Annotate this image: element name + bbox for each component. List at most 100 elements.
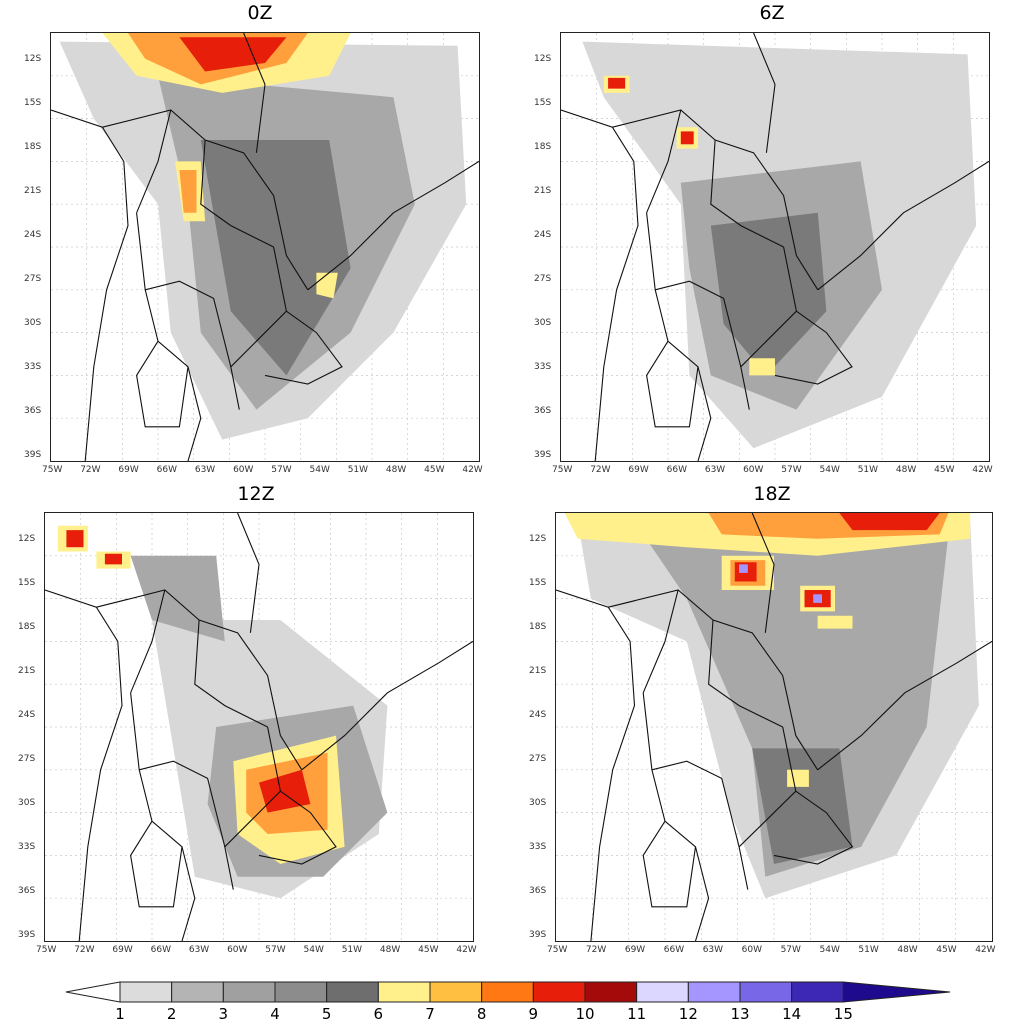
lon-tick-label: 45W	[936, 945, 957, 955]
lat-tick-label: 21S	[18, 666, 36, 676]
lat-tick-label: 24S	[534, 230, 552, 240]
lon-tick-label: 66W	[666, 465, 687, 475]
lon-tick-label: 75W	[552, 465, 573, 475]
country-border	[738, 726, 797, 890]
lon-tick-label: 72W	[585, 945, 607, 955]
country-border	[646, 109, 682, 214]
lat-tick-label: 24S	[529, 710, 547, 720]
panel-title-18z: 18Z	[753, 483, 791, 505]
lat-tick-label: 36S	[24, 406, 42, 416]
lon-tick-label: 54W	[819, 465, 840, 475]
colorbar-tick-label: 3	[218, 1005, 229, 1023]
precip-region-yellow	[787, 769, 809, 787]
lon-tick-label: 45W	[424, 465, 445, 475]
colorbar-min-arrow	[65, 981, 121, 1003]
map-panel-12z	[44, 512, 474, 942]
lon-tick-label: 63W	[702, 945, 724, 955]
lon-tick-label: 60W	[227, 945, 248, 955]
country-border	[751, 513, 775, 633]
lat-tick-label: 15S	[24, 98, 42, 108]
precip-region-purple	[813, 594, 822, 603]
country-border	[817, 160, 989, 291]
map-canvas	[45, 513, 473, 941]
colorbar-tick-label: 2	[166, 1005, 177, 1023]
lat-tick-label: 21S	[24, 186, 42, 196]
country-border	[136, 212, 202, 461]
lon-tick-label: 45W	[418, 945, 439, 955]
lon-tick-label: 54W	[309, 465, 330, 475]
colorbar-max-arrow	[842, 981, 951, 1003]
country-border	[740, 246, 797, 410]
lon-tick-label: 48W	[385, 465, 407, 475]
lon-tick-label: 63W	[704, 465, 726, 475]
country-border	[773, 790, 854, 865]
lon-tick-label: 42W	[456, 945, 477, 955]
lat-tick-label: 21S	[529, 666, 547, 676]
country-border	[642, 589, 679, 694]
lat-tick-label: 36S	[18, 886, 36, 896]
lat-tick-label: 24S	[24, 230, 42, 240]
country-border	[307, 160, 479, 291]
colorbar-tick-label: 10	[575, 1005, 595, 1023]
lon-tick-label: 42W	[972, 465, 993, 475]
lon-tick-label: 51W	[858, 945, 879, 955]
colorbar-tick-label: 13	[730, 1005, 750, 1023]
lon-tick-label: 72W	[590, 465, 611, 475]
colorbar-segment	[429, 981, 483, 1003]
country-border	[130, 692, 196, 941]
colorbar-segment	[791, 981, 844, 1003]
country-border	[655, 280, 742, 367]
colorbar-segment	[584, 981, 638, 1003]
country-border	[237, 513, 260, 633]
country-border	[774, 310, 853, 385]
precip-region-dark	[752, 748, 853, 864]
country-border	[243, 33, 266, 153]
lat-tick-label: 21S	[534, 186, 552, 196]
country-border	[230, 246, 287, 410]
colorbar-segment	[481, 981, 534, 1003]
country-border	[708, 619, 783, 728]
lon-tick-label: 63W	[188, 945, 210, 955]
lon-tick-label: 57W	[780, 945, 801, 955]
lat-tick-label: 33S	[24, 362, 42, 372]
lon-tick-label: 66W	[156, 465, 177, 475]
precip-region-dark	[710, 212, 827, 376]
map-canvas	[561, 33, 989, 461]
lat-tick-label: 27S	[24, 274, 42, 284]
colorbar-tick-label: 7	[425, 1005, 435, 1023]
colorbar-segment	[636, 981, 689, 1003]
precip-region-mid	[643, 534, 949, 877]
country-border	[51, 109, 129, 461]
lon-tick-label: 51W	[341, 945, 363, 955]
lat-tick-label: 30S	[534, 318, 552, 328]
precip-region-red	[608, 77, 626, 89]
lat-tick-label: 39S	[534, 450, 552, 460]
lon-tick-label: 60W	[741, 945, 762, 955]
country-border	[301, 640, 473, 771]
lat-tick-label: 18S	[534, 142, 552, 152]
country-border	[45, 589, 123, 941]
lat-tick-label: 33S	[18, 842, 36, 852]
lat-tick-label: 30S	[529, 798, 547, 808]
country-border	[753, 33, 776, 153]
lon-tick-label: 57W	[781, 465, 802, 475]
lon-tick-label: 75W	[36, 945, 57, 955]
country-border	[136, 109, 172, 214]
colorbar-segment	[687, 981, 741, 1003]
lon-tick-label: 45W	[934, 465, 955, 475]
precip-region-red	[259, 769, 311, 813]
colorbar-tick-label: 14	[782, 1005, 802, 1023]
map-panel-18z	[555, 512, 993, 942]
lat-tick-label: 18S	[529, 622, 547, 632]
lon-tick-label: 51W	[347, 465, 369, 475]
lat-tick-label: 15S	[18, 578, 36, 588]
country-border	[646, 212, 712, 461]
lon-tick-label: 69W	[628, 465, 649, 475]
lat-tick-label: 30S	[24, 318, 42, 328]
lon-tick-label: 69W	[112, 945, 133, 955]
lon-tick-label: 48W	[379, 945, 401, 955]
lat-tick-label: 18S	[24, 142, 42, 152]
precip-region-yellow	[749, 358, 775, 376]
colorbar-segment	[119, 981, 173, 1003]
colorbar-segment	[532, 981, 586, 1003]
